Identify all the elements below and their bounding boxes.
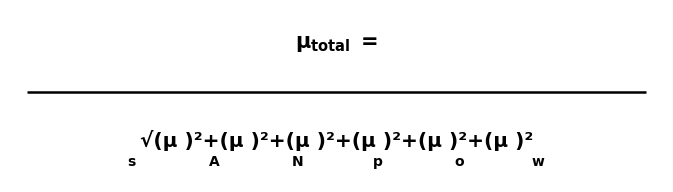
Text: A: A — [209, 155, 219, 169]
Text: s: s — [127, 155, 135, 169]
Text: p: p — [374, 155, 383, 169]
Text: w: w — [532, 155, 545, 169]
Text: N: N — [291, 155, 304, 169]
Text: o: o — [454, 155, 464, 169]
Text: $\bf{\mu}$$_{\bf{total}}$$\ \bf{=}$: $\bf{\mu}$$_{\bf{total}}$$\ \bf{=}$ — [295, 34, 378, 54]
Text: √(μ )²+(μ )²+(μ )²+(μ )²+(μ )²+(μ )²: √(μ )²+(μ )²+(μ )²+(μ )²+(μ )²+(μ )² — [140, 130, 533, 151]
